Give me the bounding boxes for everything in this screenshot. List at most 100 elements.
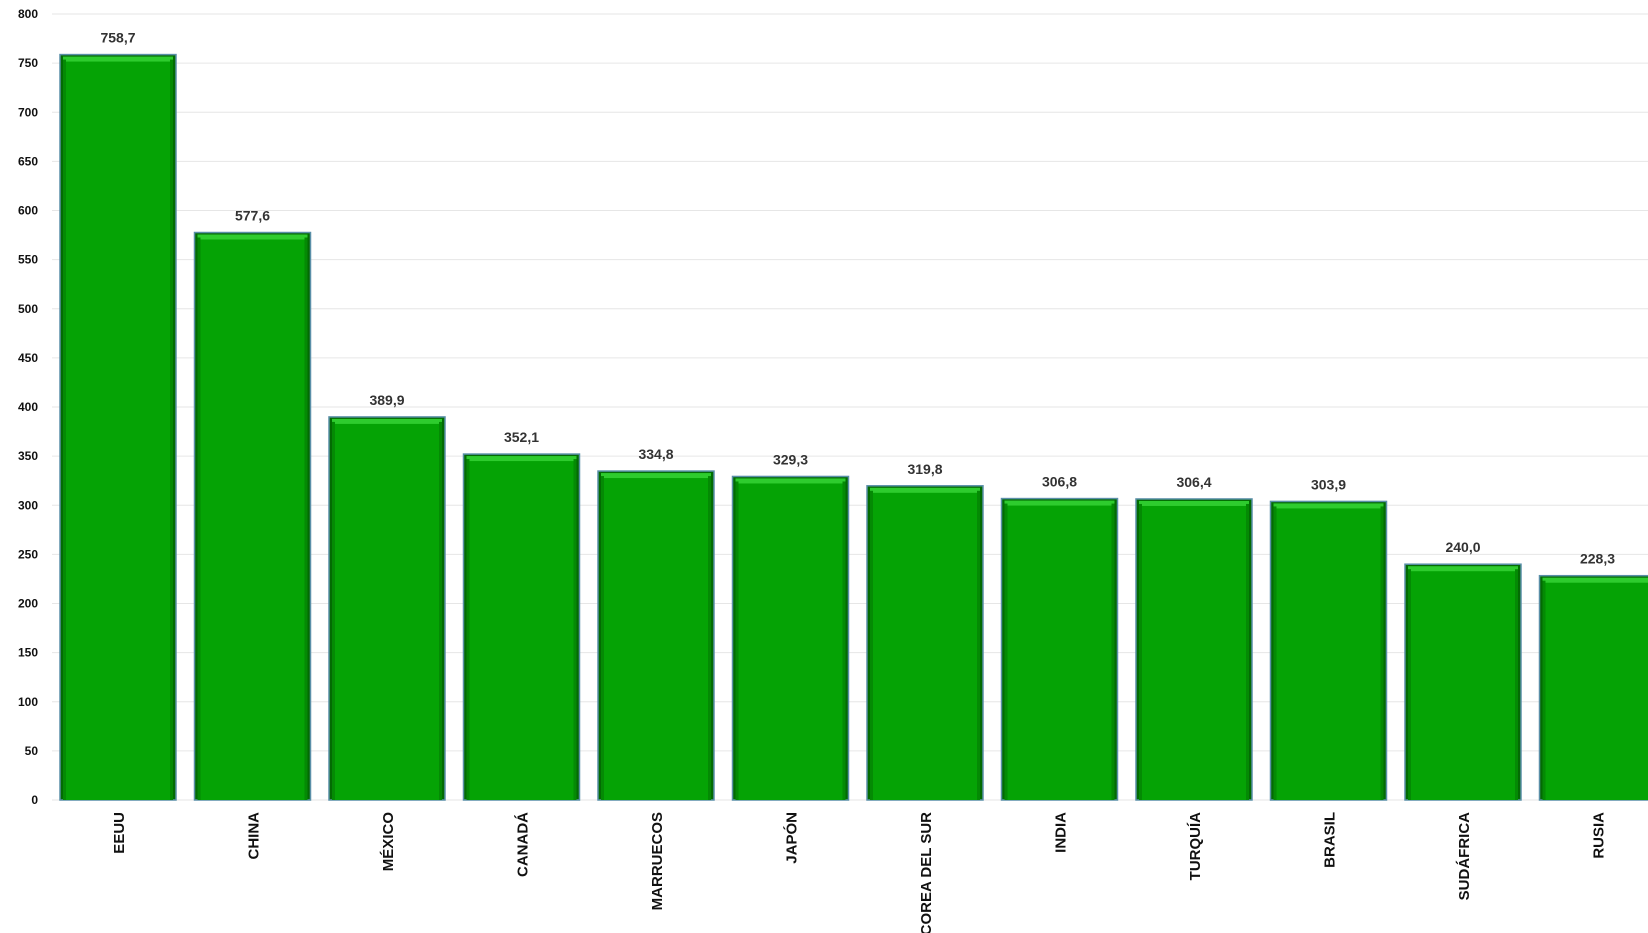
- bar-bevel-right: [842, 481, 846, 800]
- y-tick-label: 350: [18, 449, 38, 463]
- category-label: INDIA: [1053, 812, 1070, 853]
- bar-bevel-right: [708, 476, 711, 800]
- y-tick-label: 450: [18, 351, 38, 365]
- bar-bevel-left: [332, 421, 335, 800]
- gridlines: [52, 13, 1648, 801]
- category-label: RUSIA: [1591, 812, 1608, 859]
- bar-highlight: [1273, 503, 1384, 509]
- category-label: JAPÓN: [783, 812, 801, 864]
- y-tick-label: 400: [18, 400, 38, 414]
- category-label: CHINA: [246, 812, 263, 860]
- value-label: 329,3: [773, 451, 808, 467]
- bar-bevel-right: [304, 237, 308, 800]
- bar-group: [597, 470, 715, 801]
- bar-bevel-left: [197, 237, 201, 800]
- y-tick-label: 750: [18, 56, 38, 70]
- value-label: 306,4: [1176, 474, 1211, 490]
- y-tick-label: 650: [18, 154, 38, 168]
- bar-highlight: [735, 478, 846, 484]
- y-tick-label: 500: [18, 302, 38, 316]
- bar-group: [462, 453, 581, 801]
- bar-group: [1404, 563, 1522, 801]
- y-tick-label: 600: [18, 204, 38, 218]
- bars: [59, 53, 1648, 801]
- bar-bevel-left: [466, 459, 470, 800]
- bar-group: [1538, 574, 1648, 801]
- bar-group: [1269, 500, 1388, 801]
- bar-bevel-left: [1408, 569, 1411, 800]
- value-label: 758,7: [100, 30, 135, 46]
- y-tick-label: 50: [25, 744, 39, 758]
- value-label: 389,9: [369, 392, 404, 408]
- bar-face: [65, 59, 171, 800]
- bar-bevel-left: [1273, 506, 1277, 800]
- bar-face: [1141, 503, 1247, 800]
- y-tick-label: 800: [18, 7, 38, 21]
- value-label: 228,3: [1580, 551, 1615, 567]
- bar-face: [1006, 503, 1113, 800]
- bar-bevel-right: [1111, 503, 1115, 800]
- y-tick-label: 550: [18, 253, 38, 267]
- bar-highlight: [197, 234, 308, 240]
- bar-group: [731, 475, 850, 801]
- bar-bevel-left: [735, 481, 739, 800]
- bar-bevel-right: [439, 421, 442, 800]
- bar-highlight: [466, 456, 577, 462]
- bar-highlight: [1542, 577, 1648, 583]
- y-tick-label: 0: [31, 793, 38, 807]
- value-labels: 758,7 577,6 389,9 352,1 334,8 329,3 319,8 306,8…: [100, 30, 1615, 567]
- bar-highlight: [63, 56, 173, 62]
- category-label: COREA DEL SUR: [918, 812, 935, 933]
- bar-face: [334, 421, 440, 800]
- bar-bevel-left: [1004, 503, 1008, 800]
- bar-highlight: [601, 473, 711, 479]
- bar-face: [468, 459, 575, 800]
- value-label: 303,9: [1311, 476, 1346, 492]
- y-tick-label: 700: [18, 105, 38, 119]
- y-tick-label: 150: [18, 646, 38, 660]
- bar-bevel-left: [601, 476, 604, 800]
- category-label: CANADÁ: [515, 812, 532, 877]
- bar-face: [1544, 580, 1648, 800]
- value-label: 319,8: [907, 461, 942, 477]
- bar-face: [199, 237, 306, 800]
- bar-face: [603, 476, 709, 800]
- bar-bevel-left: [1542, 580, 1546, 800]
- category-label: EEUU: [111, 812, 128, 854]
- value-label: 577,6: [235, 208, 270, 224]
- bar-group: [328, 416, 446, 801]
- bar-bevel-right: [1246, 503, 1249, 800]
- bar-bevel-right: [170, 59, 173, 800]
- bar-highlight: [1139, 500, 1249, 506]
- bar-highlight: [1004, 500, 1115, 506]
- value-label: 240,0: [1445, 539, 1480, 555]
- bar-group: [59, 53, 177, 801]
- value-label: 334,8: [638, 446, 673, 462]
- y-axis-ticks: 0 50 100 150 200 250 300 350 400 450 500 550 600 650 7…: [18, 7, 38, 807]
- category-labels: EEUU CHINA MÉXICO CANADÁ MARRUECOS JAPÓN COREA…: [111, 812, 1608, 933]
- bar-group: [1000, 497, 1119, 801]
- y-tick-label: 300: [18, 498, 38, 512]
- bar-face: [1275, 506, 1382, 800]
- bar-highlight: [1408, 566, 1518, 572]
- bar-bevel-right: [1515, 569, 1518, 800]
- category-label: MARRUECOS: [649, 812, 666, 910]
- bar-face: [872, 490, 978, 800]
- bar-highlight: [870, 487, 980, 493]
- bar-group: [866, 485, 984, 801]
- y-tick-label: 200: [18, 597, 38, 611]
- y-tick-label: 250: [18, 547, 38, 561]
- bar-bevel-left: [63, 59, 66, 800]
- category-label: TURQUÍA: [1187, 812, 1204, 880]
- bar-bevel-right: [977, 490, 980, 800]
- bar-bevel-right: [1380, 506, 1384, 800]
- category-label: BRASIL: [1322, 812, 1339, 868]
- category-label: MÉXICO: [380, 812, 397, 872]
- category-label: SUDÁFRICA: [1456, 812, 1473, 900]
- bar-bevel-left: [1139, 503, 1142, 800]
- bar-group: [1135, 498, 1253, 801]
- y-tick-label: 100: [18, 695, 38, 709]
- value-label: 306,8: [1042, 474, 1077, 490]
